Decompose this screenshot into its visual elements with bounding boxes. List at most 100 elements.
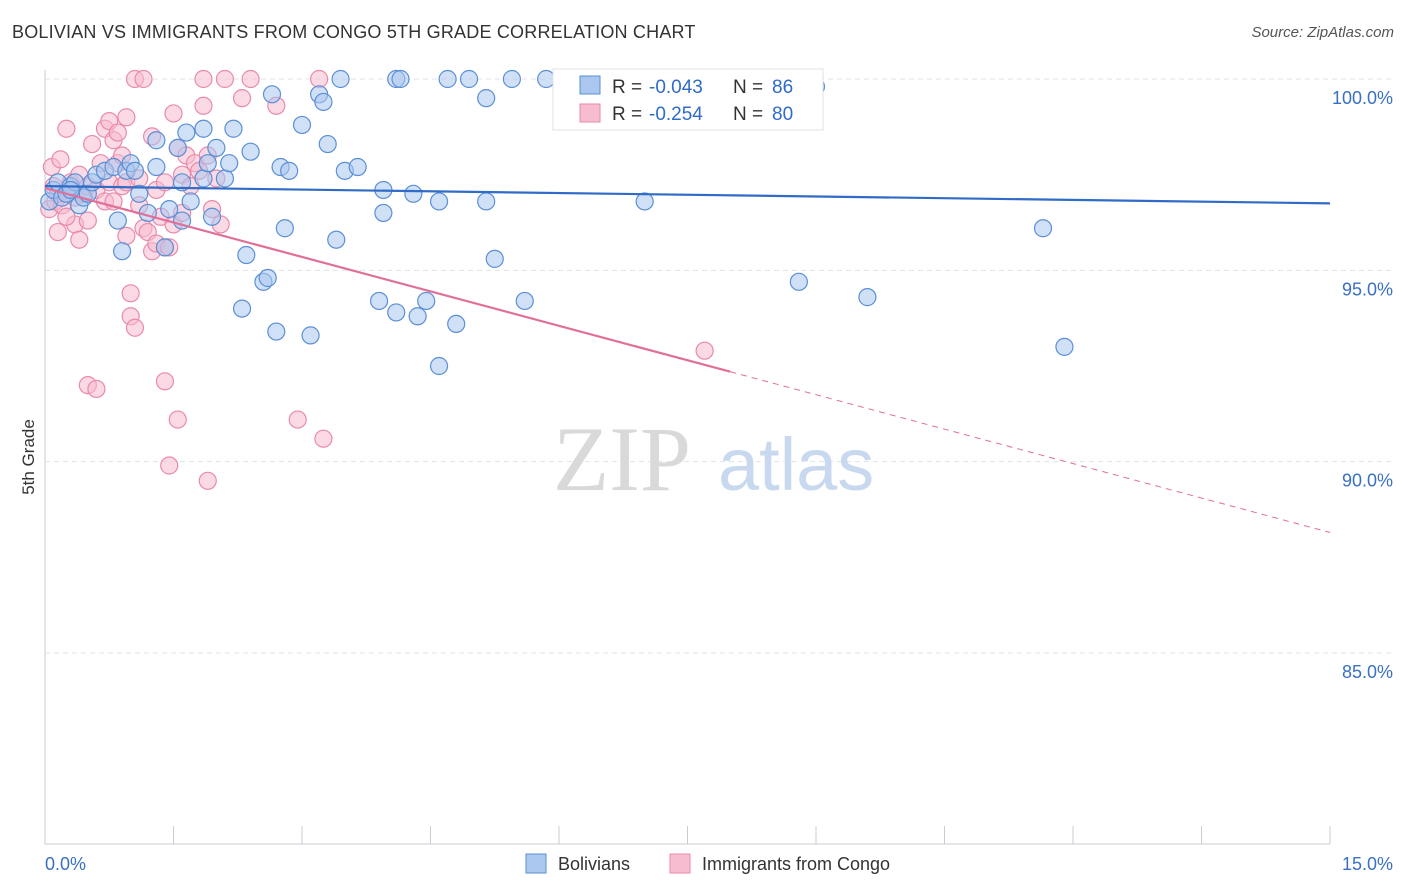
congo-point <box>117 226 136 245</box>
bolivians-point <box>241 142 260 161</box>
bolivians-point <box>477 89 496 108</box>
legend-label-bolivians: Bolivians <box>558 854 630 874</box>
stats-legend: R = -0.043 N = 86 R = -0.254 N = 80 <box>552 68 824 131</box>
congo-point <box>194 96 213 115</box>
congo-point <box>314 429 333 448</box>
bolivians-point <box>224 119 243 138</box>
bolivians-point <box>537 69 556 89</box>
source-label: Source: ZipAtlas.com <box>1251 24 1394 41</box>
bolivians-point <box>215 169 234 188</box>
bolivians-point <box>429 356 449 376</box>
bolivians-point <box>429 192 449 211</box>
congo-point <box>198 471 217 490</box>
bolivians-point <box>314 92 333 112</box>
bolivians-point <box>292 115 312 135</box>
bolivians-point <box>220 154 239 173</box>
bolivians-point <box>858 288 877 307</box>
bolivians-point <box>438 69 457 89</box>
congo-point <box>51 150 70 169</box>
congo-point <box>194 69 213 89</box>
bolivians-point <box>318 134 337 154</box>
bolivians-point <box>275 219 294 238</box>
bolivians-point <box>447 314 466 334</box>
x-ticks <box>44 826 1331 844</box>
bolivians-point <box>258 268 277 288</box>
bolivians-point <box>404 184 423 203</box>
trend-line-congo-extrapolated <box>730 371 1331 533</box>
grid-lines <box>45 78 1393 654</box>
bolivians-point <box>181 192 200 211</box>
bolivians-point <box>207 138 226 157</box>
congo-point <box>108 123 127 142</box>
bolivians-point <box>789 272 808 291</box>
bolivians-point <box>160 200 179 219</box>
bolivians-point <box>125 161 145 180</box>
stats-n-value-pink: 80 <box>772 104 793 125</box>
stats-n-label-blue: N = <box>733 77 763 98</box>
legend-swatch-bolivians <box>525 853 547 874</box>
stats-r-value-blue: -0.043 <box>649 77 703 98</box>
congo-point <box>160 456 179 475</box>
congo-point <box>241 69 260 89</box>
trend-line-congo <box>44 186 731 373</box>
congo-point <box>87 379 106 399</box>
stats-r-label-pink: R = <box>612 104 642 125</box>
bolivians-point <box>417 291 436 311</box>
congo-point <box>78 211 97 230</box>
bolivians-point <box>237 245 256 265</box>
bolivians-point <box>108 211 127 230</box>
congo-point <box>125 318 145 337</box>
bolivians-point <box>408 307 427 326</box>
bolivians-point <box>1055 337 1074 356</box>
bolivians-point <box>194 169 213 188</box>
bolivians-point <box>172 173 192 192</box>
watermark-zip: ZIP <box>553 408 691 510</box>
congo-point <box>121 284 140 303</box>
bolivians-point <box>502 69 521 89</box>
bolivians-point <box>1033 219 1053 238</box>
bolivians-point <box>147 157 166 177</box>
chart-title: BOLIVIAN VS IMMIGRANTS FROM CONGO 5TH GR… <box>12 22 696 42</box>
bolivians-point <box>267 322 286 341</box>
stats-n-label-pink: N = <box>733 104 763 125</box>
bolivians-point <box>459 69 479 89</box>
x-tick-label-min: 0.0% <box>45 854 86 874</box>
congo-point <box>168 410 187 429</box>
congo-point <box>134 69 153 89</box>
congo-point <box>83 134 102 154</box>
bolivians-point <box>331 69 350 89</box>
bolivians-point <box>280 161 299 180</box>
bolivians-point <box>348 157 367 177</box>
congo-point <box>57 207 76 226</box>
congo-point <box>695 341 714 360</box>
y-tick-labels: 85.0% 90.0% 95.0% 100.0% <box>1332 88 1393 682</box>
bottom-legend: Bolivians Immigrants from Congo <box>525 853 890 874</box>
bolivians-point <box>485 249 504 268</box>
x-tick-label-max: 15.0% <box>1342 854 1393 874</box>
y-tick-label: 90.0% <box>1342 471 1393 491</box>
bolivians-point <box>515 291 534 311</box>
congo-point <box>310 69 329 89</box>
congo-point <box>232 89 252 108</box>
legend-swatch-congo <box>669 853 691 874</box>
congo-point <box>57 119 76 138</box>
bolivians-point <box>391 69 410 89</box>
bolivians-point <box>262 85 282 104</box>
svg-text:R = -0.254 N =: R = -0.254 N = 80 <box>612 104 793 125</box>
legend-label-congo: Immigrants from Congo <box>702 854 890 874</box>
congo-point <box>48 222 67 242</box>
congo-point <box>70 230 89 249</box>
congo-point <box>215 69 234 89</box>
bolivians-point <box>147 131 166 150</box>
bolivians-point <box>177 123 196 142</box>
y-tick-label: 85.0% <box>1342 662 1393 682</box>
bolivians-point <box>301 326 320 345</box>
bolivians-point <box>635 192 654 211</box>
stats-n-value-blue: 86 <box>772 77 793 98</box>
bolivians-point <box>387 303 406 322</box>
stats-r-value-pink: -0.254 <box>649 104 703 125</box>
bolivians-point <box>155 238 175 257</box>
bolivians-point <box>202 207 222 226</box>
congo-point <box>164 104 183 123</box>
